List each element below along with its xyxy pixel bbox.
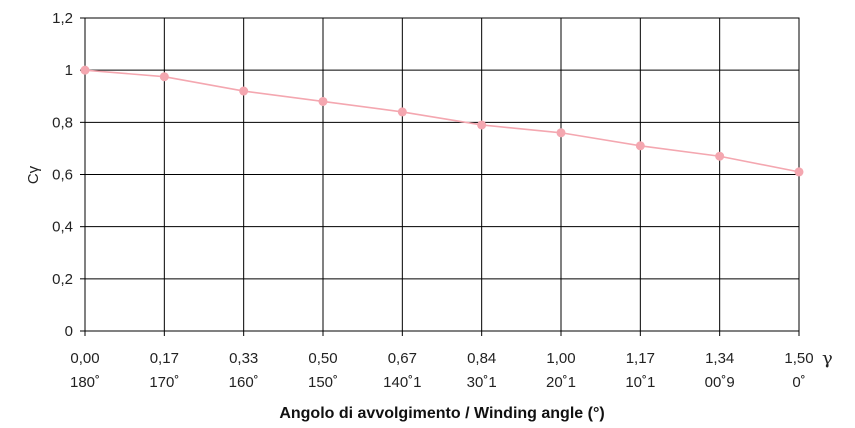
x-tick-label-secondary: 170˚ (149, 374, 179, 391)
x-tick-label-secondary: 150˚ (308, 374, 338, 391)
x-axis-label: Angolo di avvolgimento / Winding angle (… (279, 405, 604, 422)
y-axis-ticks: 0 0,2 0,4 0,6 0,8 1 1,2 (52, 10, 85, 340)
grid (84, 17, 800, 332)
y-axis-label: Cγ (25, 165, 42, 184)
x-tick-label: 0,67 (388, 350, 417, 367)
y-tick-label: 1 (65, 62, 73, 79)
series-group (80, 65, 804, 177)
data-point (397, 107, 407, 117)
data-point (715, 151, 725, 161)
x-tick-label: 0,50 (308, 350, 337, 367)
x-tick-label: 0,84 (467, 350, 496, 367)
data-point (159, 72, 169, 82)
x-tick-label-secondary: 00˚9 (705, 374, 735, 391)
data-point (635, 141, 645, 151)
x-tick-label: 1,34 (705, 350, 734, 367)
data-point (556, 128, 566, 138)
y-tick-label: 0,8 (52, 114, 73, 131)
x-tick-label: 1,17 (626, 350, 655, 367)
x-tick-label-secondary: 180˚ (70, 374, 100, 391)
y-tick-label: 0,2 (52, 271, 73, 288)
x-tick-label-secondary: 30˚1 (467, 374, 497, 391)
data-point (318, 96, 328, 106)
x-tick-label: 0,17 (150, 350, 179, 367)
x-tick-label: 0,00 (70, 350, 99, 367)
data-point (239, 86, 249, 96)
x-tick-label-secondary: 0˚ (792, 374, 805, 391)
y-tick-label: 0,6 (52, 167, 73, 184)
x-tick-label-secondary: 160˚ (229, 374, 259, 391)
x-tick-label: 0,33 (229, 350, 258, 367)
x-axis-ticks: 0,00 180˚ 0,17 170˚ 0,33 160˚ 0,50 150˚ 0,67 140˚… (70, 331, 814, 391)
x-tick-label-secondary: 10˚1 (625, 374, 655, 391)
data-point (794, 167, 804, 177)
x-axis-unit-symbol: γ (822, 348, 833, 369)
y-tick-label: 1,2 (52, 10, 73, 27)
x-tick-label: 1,00 (546, 350, 575, 367)
y-tick-label: 0 (65, 323, 73, 340)
x-tick-label-secondary: 20˚1 (546, 374, 576, 391)
x-tick-label: 1,50 (784, 350, 813, 367)
y-tick-label: 0,4 (52, 219, 73, 236)
data-point (80, 65, 90, 75)
series-line (84, 69, 800, 173)
data-point (477, 120, 487, 130)
x-tick-label-secondary: 140˚1 (383, 374, 421, 391)
